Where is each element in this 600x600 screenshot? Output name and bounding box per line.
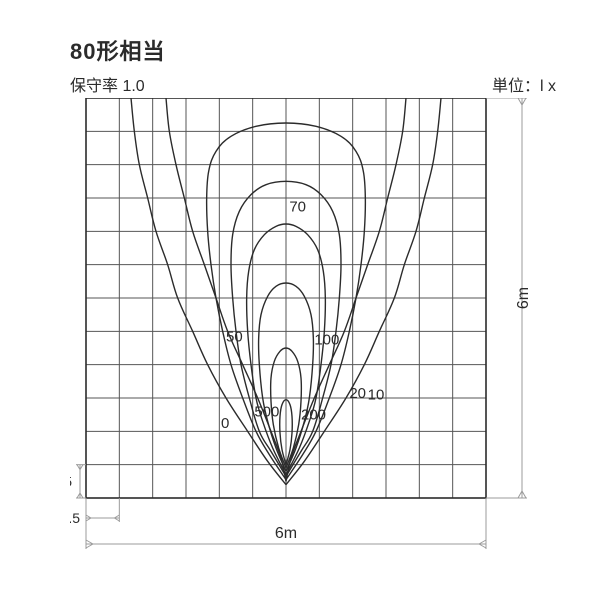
iso-label-20: 20 xyxy=(349,385,366,402)
iso-label-10: 10 xyxy=(368,387,385,404)
plot-area: 0102050701002005006m0.56m0.5 xyxy=(70,98,506,534)
iso-label-100: 100 xyxy=(314,332,339,349)
iso-label-500: 500 xyxy=(254,403,279,420)
maintenance-factor-label: 保守率 1.0 xyxy=(70,72,145,96)
y-minor-label: 0.5 xyxy=(70,473,72,489)
unit-label: 単位：l x xyxy=(492,72,556,96)
iso-label-70: 70 xyxy=(289,198,306,215)
iso-label-200: 200 xyxy=(301,407,326,424)
iso-label-50: 50 xyxy=(226,328,243,345)
iso-label-0: 0 xyxy=(221,415,229,432)
isolux-plot: 0 1020 50 70 100 200 500 6m 0.5 6m 0.5 xyxy=(70,98,570,598)
y-dimension-label: 6m xyxy=(515,287,532,309)
page: 80形相当 保守率 1.0 単位：l x 0 1020 50 70 100 200 500 6… xyxy=(0,0,600,600)
chart-title: 80形相当 xyxy=(70,34,165,66)
x-minor-label: 0.5 xyxy=(70,510,80,526)
x-dimension-label: 6m xyxy=(275,525,297,542)
